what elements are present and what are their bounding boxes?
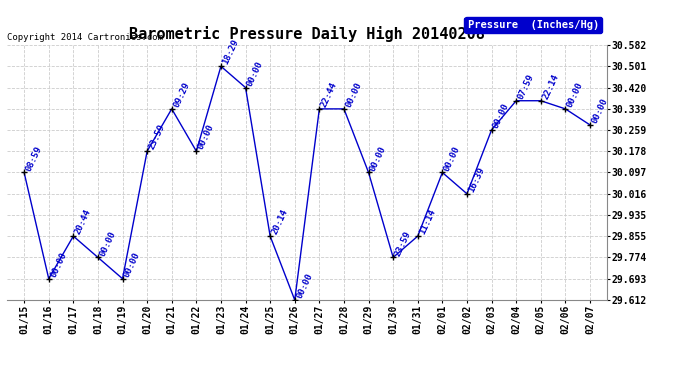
Text: 00:00: 00:00 (197, 123, 216, 151)
Text: 00:00: 00:00 (491, 102, 511, 130)
Text: 22:14: 22:14 (541, 73, 560, 101)
Text: 00:00: 00:00 (590, 97, 609, 125)
Text: 00:00: 00:00 (49, 251, 68, 279)
Text: 23:59: 23:59 (147, 123, 167, 151)
Text: 00:00: 00:00 (565, 81, 585, 109)
Text: 20:44: 20:44 (73, 208, 93, 236)
Text: 16:39: 16:39 (467, 166, 486, 194)
Text: Copyright 2014 Cartronics.com: Copyright 2014 Cartronics.com (7, 33, 163, 42)
Text: 20:14: 20:14 (270, 208, 290, 236)
Text: 07:59: 07:59 (516, 73, 535, 101)
Text: 22:44: 22:44 (319, 81, 339, 109)
Text: 00:00: 00:00 (368, 144, 388, 172)
Legend: Pressure  (Inches/Hg): Pressure (Inches/Hg) (464, 17, 602, 33)
Title: Barometric Pressure Daily High 20140208: Barometric Pressure Daily High 20140208 (129, 27, 485, 42)
Text: 00:00: 00:00 (123, 251, 142, 279)
Text: 00:00: 00:00 (442, 144, 462, 172)
Text: 08:59: 08:59 (24, 144, 43, 172)
Text: 09:29: 09:29 (172, 81, 191, 109)
Text: 00:00: 00:00 (246, 59, 265, 88)
Text: 00:00: 00:00 (295, 272, 314, 300)
Text: 23:59: 23:59 (393, 229, 413, 257)
Text: 18:29: 18:29 (221, 38, 240, 66)
Text: 00:00: 00:00 (344, 81, 364, 109)
Text: 11:14: 11:14 (417, 208, 437, 236)
Text: 00:00: 00:00 (98, 229, 117, 257)
